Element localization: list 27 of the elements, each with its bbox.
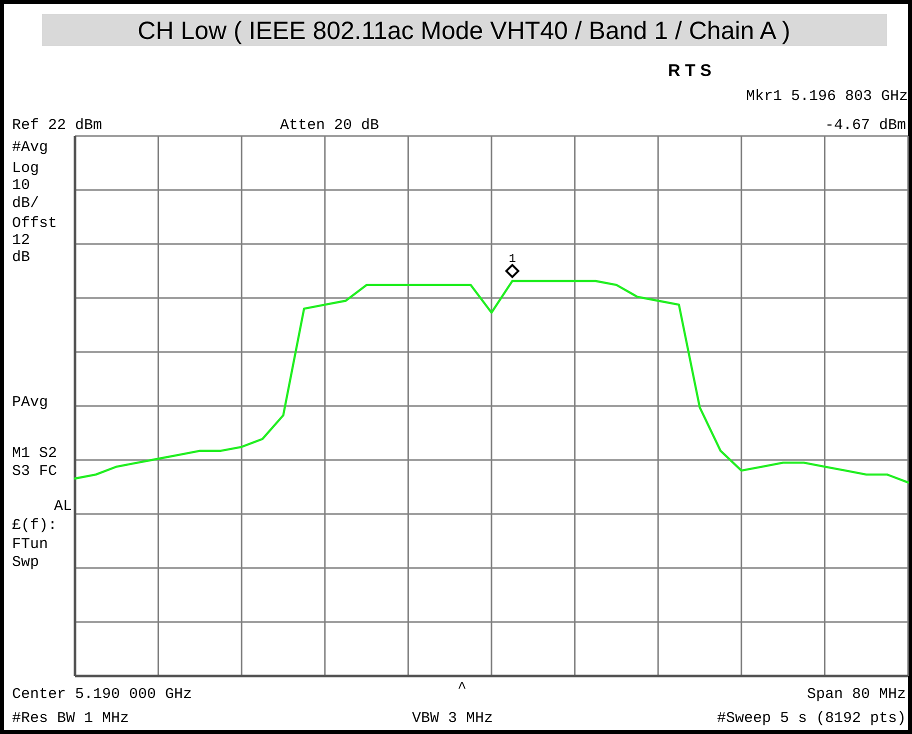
text: Offst bbox=[12, 215, 58, 232]
text: -4.67 dBm bbox=[824, 117, 906, 134]
text: Swp bbox=[12, 554, 40, 571]
text: M1 S2 bbox=[12, 445, 58, 462]
text: Center 5.190 000 GHz bbox=[12, 686, 192, 703]
chart-title: CH Low ( IEEE 802.11ac Mode VHT40 / Band 1 / Chain A ) bbox=[138, 17, 790, 45]
text: dB bbox=[12, 249, 30, 266]
text: 10 bbox=[12, 177, 30, 194]
text: ^ bbox=[457, 680, 467, 697]
text: 12 bbox=[12, 232, 30, 249]
text: #Avg bbox=[12, 139, 48, 156]
text: S3 FC bbox=[12, 463, 58, 480]
text: Mkr1 5.196 803 GHz bbox=[746, 88, 908, 105]
text: R T S bbox=[668, 61, 712, 80]
text: Atten 20 dB bbox=[280, 117, 380, 134]
text: Log bbox=[12, 160, 40, 177]
text: AL bbox=[54, 498, 72, 515]
text: Ref 22 dBm bbox=[12, 117, 102, 134]
text: #Res BW 1 MHz bbox=[12, 710, 130, 727]
text: VBW 3 MHz bbox=[412, 710, 494, 727]
text: #Sweep 5 s (8192 pts) bbox=[716, 710, 906, 727]
text: PAvg bbox=[12, 394, 48, 411]
text: FTun bbox=[12, 536, 48, 553]
text: Span 80 MHz bbox=[806, 686, 906, 703]
text: £(f): bbox=[12, 517, 58, 534]
text: 1 bbox=[508, 252, 516, 266]
text: dB/ bbox=[12, 195, 40, 212]
